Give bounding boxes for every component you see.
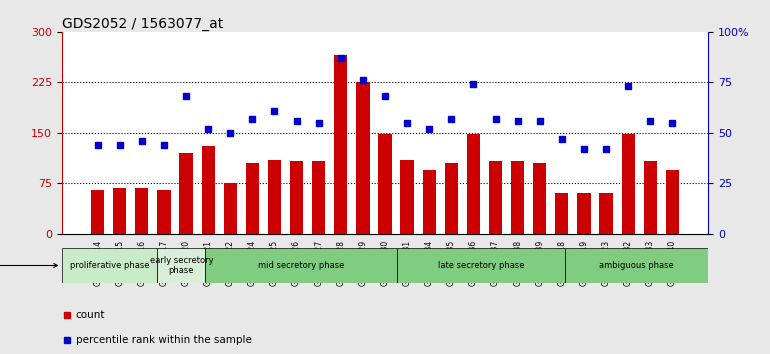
Bar — [91, 190, 104, 234]
Bar — [246, 163, 259, 234]
Bar — [179, 153, 192, 234]
Bar — [644, 161, 657, 234]
Bar — [467, 134, 480, 234]
Bar — [555, 193, 568, 234]
Text: other: other — [0, 261, 58, 270]
Bar — [334, 55, 347, 234]
Text: late secretory phase: late secretory phase — [437, 261, 524, 270]
Text: proliferative phase: proliferative phase — [70, 261, 149, 270]
Bar — [357, 82, 370, 234]
Bar — [445, 163, 458, 234]
Bar — [202, 146, 215, 234]
Bar — [489, 161, 502, 234]
Bar — [400, 160, 413, 234]
Bar — [378, 134, 392, 234]
Bar — [423, 170, 436, 234]
Bar — [206, 248, 397, 283]
Bar — [599, 193, 613, 234]
Bar — [113, 188, 126, 234]
Text: mid secretory phase: mid secretory phase — [258, 261, 344, 270]
Bar — [290, 161, 303, 234]
Bar — [397, 248, 564, 283]
Bar — [136, 188, 149, 234]
Bar — [621, 134, 634, 234]
Bar — [666, 170, 679, 234]
Bar — [157, 190, 171, 234]
Text: early secretory
phase: early secretory phase — [149, 256, 213, 275]
Bar — [511, 161, 524, 234]
Bar — [312, 161, 325, 234]
Bar — [564, 248, 708, 283]
Bar — [157, 248, 206, 283]
Bar — [578, 193, 591, 234]
Text: ambiguous phase: ambiguous phase — [599, 261, 674, 270]
Bar — [533, 163, 547, 234]
Text: percentile rank within the sample: percentile rank within the sample — [75, 335, 252, 344]
Bar — [62, 248, 157, 283]
Text: count: count — [75, 310, 105, 320]
Bar — [223, 183, 237, 234]
Text: GDS2052 / 1563077_at: GDS2052 / 1563077_at — [62, 17, 223, 31]
Bar — [268, 160, 281, 234]
